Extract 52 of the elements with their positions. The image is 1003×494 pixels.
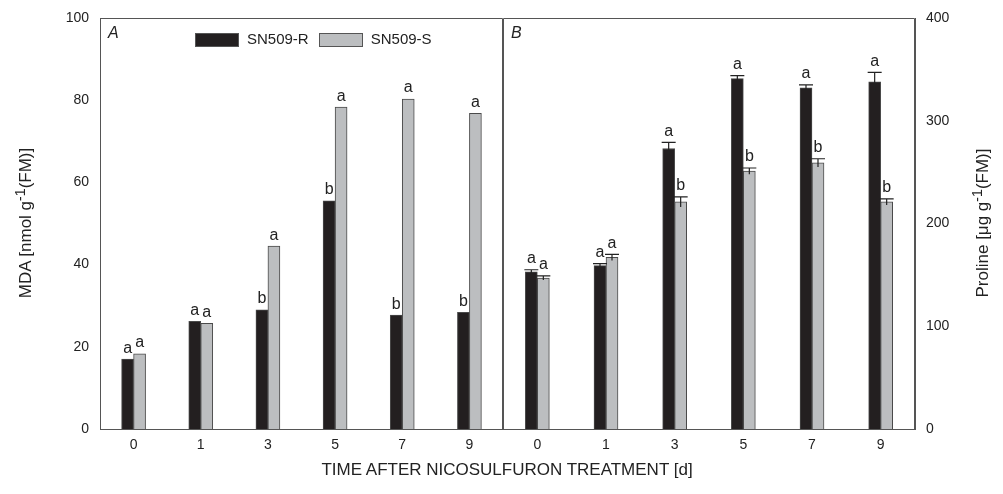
x-axis-title: TIME AFTER NICOSULFURON TREATMENT [d] [321, 460, 693, 480]
annotation: A [107, 24, 119, 42]
annotation: a [336, 86, 346, 104]
annotation: a [190, 300, 200, 318]
annotation: b [391, 294, 401, 312]
annotation: a [538, 255, 548, 273]
legend-label: SN509-R [246, 30, 309, 48]
x-tick-label: 1 [602, 436, 611, 453]
annotation: a [664, 121, 674, 139]
annotation: a [269, 225, 279, 243]
x-tick-label: 5 [739, 436, 748, 453]
annotation: a [526, 249, 536, 267]
x-tick-label: 0 [129, 436, 138, 453]
y-tick-label: 60 [73, 173, 90, 190]
annotation: b [744, 147, 754, 165]
annotation: b [882, 178, 892, 196]
annotation: a [403, 78, 413, 96]
annotation: b [813, 138, 823, 156]
annotation: a [607, 233, 617, 251]
y-tick-label: 100 [926, 317, 950, 334]
y-tick-label: 80 [73, 91, 90, 108]
legend-label: SN509-S [369, 30, 432, 48]
annotation: a [470, 92, 480, 110]
x-tick-label: 7 [398, 436, 407, 453]
annotation: a [202, 302, 212, 320]
annotation: a [595, 242, 605, 260]
x-tick-label: 9 [465, 436, 474, 453]
y-tick-label: 300 [926, 111, 950, 128]
x-tick-label: 9 [876, 436, 885, 453]
annotation: a [801, 64, 811, 82]
x-tick-label: 5 [331, 436, 340, 453]
y-tick-label: 400 [926, 8, 950, 25]
x-tick-label: 3 [264, 436, 273, 453]
annotation: b [257, 289, 267, 307]
x-tick-label: 1 [196, 436, 205, 453]
y-tick-label: 40 [73, 255, 90, 272]
annotation: a [135, 333, 145, 351]
y-tick-label: 200 [926, 214, 950, 231]
annotation: a [123, 338, 133, 356]
y-tick-label: 100 [65, 8, 90, 25]
x-tick-label: 3 [670, 436, 679, 453]
y-tick-label: 0 [81, 419, 90, 436]
x-tick-label: 0 [533, 436, 542, 453]
x-tick-label: 7 [808, 436, 817, 453]
annotation: b [676, 176, 686, 194]
annotation: a [732, 54, 742, 72]
annotation: b [324, 180, 334, 198]
y-tick-label: 20 [73, 337, 90, 354]
y-tick-label: 0 [926, 419, 934, 436]
annotation: B [511, 24, 522, 42]
annotation: b [458, 291, 468, 309]
annotation: a [870, 51, 880, 69]
